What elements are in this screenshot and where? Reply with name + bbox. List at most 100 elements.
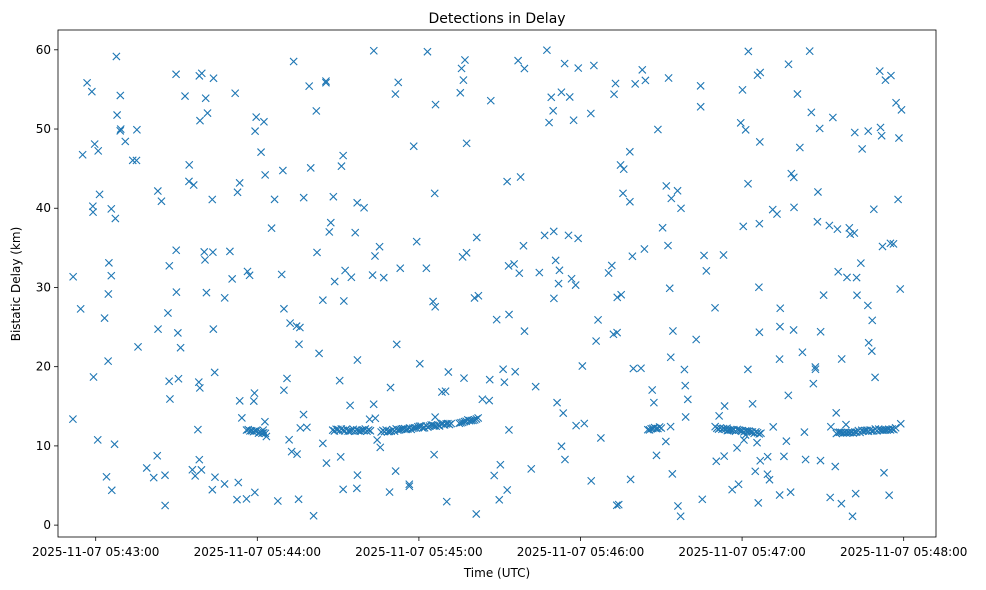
detection-point xyxy=(879,426,888,435)
detection-point xyxy=(619,165,628,174)
detection-point xyxy=(245,271,254,280)
detection-point xyxy=(653,125,662,134)
detection-point xyxy=(801,455,810,464)
x-tick-label: 2025-11-07 05:45:00 xyxy=(355,545,482,559)
detection-point xyxy=(676,512,685,521)
detection-point xyxy=(172,70,181,79)
detection-point xyxy=(549,227,558,236)
detection-point xyxy=(209,325,218,334)
detection-point xyxy=(728,485,737,494)
detection-point xyxy=(329,192,338,201)
x-tick-label: 2025-11-07 05:46:00 xyxy=(517,545,644,559)
detection-point xyxy=(337,162,346,171)
detection-point xyxy=(751,467,760,476)
detection-point xyxy=(200,247,209,256)
detection-point xyxy=(107,271,116,280)
detection-point xyxy=(837,499,846,508)
detection-point xyxy=(287,447,296,456)
detection-point xyxy=(352,484,361,493)
detection-point xyxy=(657,424,666,433)
detection-point xyxy=(132,156,141,165)
detection-point xyxy=(753,71,762,80)
detection-point xyxy=(121,137,130,146)
detection-point xyxy=(754,498,763,507)
detection-point xyxy=(233,495,241,504)
detection-point xyxy=(846,230,855,239)
detection-point xyxy=(289,57,298,66)
detection-point xyxy=(775,355,784,364)
detection-point xyxy=(589,61,598,70)
detection-point xyxy=(531,382,540,391)
detection-point xyxy=(712,457,721,466)
detection-point xyxy=(259,428,268,437)
detection-point xyxy=(681,381,690,390)
detection-point xyxy=(896,419,905,428)
detection-point xyxy=(191,471,200,480)
detection-point xyxy=(309,511,318,520)
detection-point xyxy=(457,64,466,73)
detection-point xyxy=(405,480,414,489)
detection-point xyxy=(560,59,569,68)
detection-point xyxy=(720,402,729,411)
detection-point xyxy=(519,241,528,250)
detection-point xyxy=(237,413,246,422)
detection-point xyxy=(391,467,400,476)
detection-point xyxy=(503,486,512,494)
detection-point xyxy=(793,90,802,99)
detection-point xyxy=(889,239,898,248)
detection-point xyxy=(339,485,348,494)
detection-point xyxy=(431,302,440,311)
detection-point xyxy=(877,131,886,140)
detection-point xyxy=(165,394,174,403)
detection-point xyxy=(474,291,483,300)
detection-point xyxy=(813,187,822,196)
detection-point xyxy=(858,144,867,153)
detection-point xyxy=(739,222,748,231)
detection-point xyxy=(786,488,795,497)
detection-point xyxy=(712,424,721,433)
detection-point xyxy=(188,465,197,474)
detection-point xyxy=(294,495,303,504)
detection-point xyxy=(845,223,854,232)
detection-point xyxy=(208,248,217,257)
detection-point xyxy=(353,471,362,480)
detection-point xyxy=(743,365,752,374)
detection-point xyxy=(243,267,252,276)
detection-point xyxy=(107,204,116,213)
detection-point xyxy=(741,125,750,134)
detection-point xyxy=(313,248,321,257)
y-tick-label: 0 xyxy=(43,518,51,532)
detection-point xyxy=(431,100,440,109)
detection-point xyxy=(765,475,774,484)
detection-point xyxy=(270,195,279,204)
detection-point xyxy=(535,268,544,277)
detection-point xyxy=(104,357,113,366)
detection-point xyxy=(658,223,667,232)
detection-point xyxy=(790,203,799,212)
detection-point xyxy=(607,261,616,270)
detection-point xyxy=(116,125,125,134)
x-tick-label: 2025-11-07 05:43:00 xyxy=(32,545,159,559)
detection-point xyxy=(798,348,807,357)
detection-point xyxy=(795,143,804,152)
detection-point xyxy=(892,98,901,107)
detection-point xyxy=(715,411,724,420)
detection-point xyxy=(666,422,675,431)
detection-point xyxy=(610,90,619,99)
detection-point xyxy=(293,450,302,459)
detection-point xyxy=(604,269,613,277)
detection-point xyxy=(720,452,729,461)
detection-point xyxy=(736,118,745,127)
detection-point xyxy=(886,239,895,248)
detection-point xyxy=(260,417,269,426)
detection-point xyxy=(754,283,763,292)
detection-point xyxy=(321,77,330,86)
detection-point xyxy=(474,413,483,422)
detection-point xyxy=(369,46,378,55)
detection-point xyxy=(412,237,421,246)
detection-point xyxy=(886,71,895,80)
detection-point xyxy=(850,128,859,137)
detection-point xyxy=(172,288,181,297)
detection-point xyxy=(755,429,764,438)
detection-point xyxy=(800,428,809,437)
